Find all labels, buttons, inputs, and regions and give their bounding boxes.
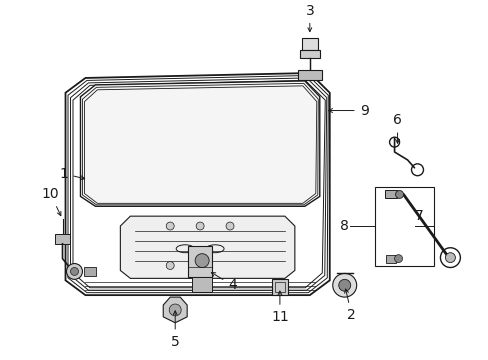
Bar <box>55 234 70 244</box>
Circle shape <box>196 262 203 270</box>
Text: 7: 7 <box>414 209 423 223</box>
Text: 4: 4 <box>211 273 236 292</box>
Text: 10: 10 <box>41 187 61 216</box>
Circle shape <box>196 222 203 230</box>
Bar <box>297 70 321 80</box>
Circle shape <box>445 253 454 262</box>
Text: 5: 5 <box>170 311 179 348</box>
Text: 3: 3 <box>305 4 314 32</box>
Text: 9: 9 <box>328 104 368 117</box>
Bar <box>384 190 396 198</box>
Bar <box>374 186 433 266</box>
Circle shape <box>66 264 82 279</box>
Circle shape <box>195 254 209 267</box>
Text: 11: 11 <box>270 291 288 324</box>
Bar <box>84 266 96 276</box>
Bar <box>192 277 212 292</box>
Circle shape <box>166 262 174 270</box>
Circle shape <box>338 279 350 291</box>
Circle shape <box>169 304 181 316</box>
Circle shape <box>195 254 204 264</box>
Circle shape <box>225 222 234 230</box>
Circle shape <box>70 267 78 275</box>
Bar <box>385 255 395 262</box>
Polygon shape <box>120 216 294 278</box>
Circle shape <box>394 255 402 262</box>
Text: 1: 1 <box>60 167 84 181</box>
Bar <box>188 246 212 277</box>
Bar <box>274 282 285 292</box>
Bar <box>299 50 319 58</box>
Polygon shape <box>163 297 187 323</box>
Text: 2: 2 <box>344 289 355 322</box>
Text: 8: 8 <box>340 219 348 233</box>
Polygon shape <box>81 81 319 206</box>
Circle shape <box>395 190 403 198</box>
Circle shape <box>332 273 356 297</box>
Bar <box>301 39 317 50</box>
Text: 6: 6 <box>392 113 401 143</box>
Circle shape <box>166 222 174 230</box>
Bar <box>271 279 287 295</box>
